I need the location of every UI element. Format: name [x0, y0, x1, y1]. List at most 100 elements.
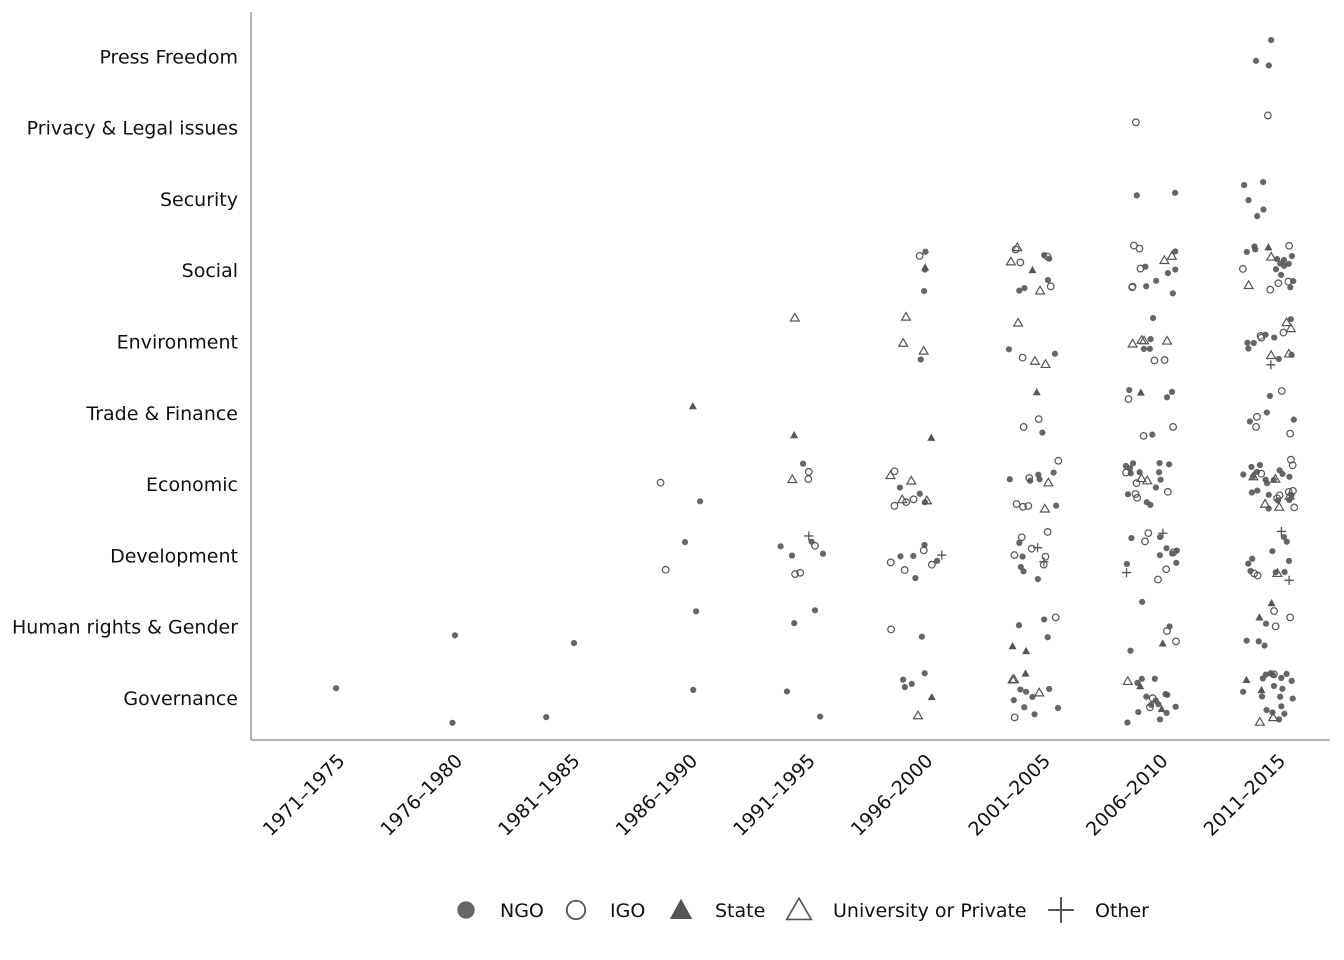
data-point-ngo [1151, 675, 1158, 682]
x-tick-label: 2006–2010 [1082, 750, 1173, 841]
data-point-igo [1141, 537, 1149, 546]
data-point-igo [1271, 622, 1280, 631]
data-point-igo [1025, 474, 1034, 482]
data-point-ngo [1252, 57, 1260, 64]
data-point-ngo [1143, 283, 1150, 290]
data-point-ngo [1135, 708, 1142, 716]
data-point-ngo [922, 248, 929, 255]
data-point-ngo [811, 607, 819, 614]
legend-label: NGO [500, 900, 544, 922]
y-tick-label: Economic [146, 474, 238, 496]
data-point-ngo [910, 552, 917, 560]
y-tick-label: Press Freedom [99, 46, 238, 68]
data-point-ngo [1272, 266, 1280, 273]
data-point-ngo [1152, 484, 1160, 491]
data-point-other [804, 531, 814, 541]
data-point-ngo [1156, 459, 1163, 467]
data-point-university [1259, 498, 1271, 508]
data-point-ngo [1247, 567, 1254, 575]
data-point-igo [1163, 487, 1172, 496]
data-point-ngo [777, 543, 784, 550]
y-tick-label: Governance [123, 688, 238, 710]
data-point-ngo [1263, 480, 1271, 487]
data-point-state [1136, 388, 1145, 396]
y-axis-labels: Governance Human rights & Gender Developme… [12, 46, 238, 710]
data-point-university [885, 469, 896, 480]
data-point-ngo [1166, 461, 1173, 468]
data-point-university [1042, 477, 1054, 487]
data-point-ngo [1053, 502, 1060, 509]
data-point-ngo [1044, 634, 1051, 641]
data-point-ngo [1254, 487, 1261, 494]
data-point-igo [1154, 575, 1162, 584]
data-point-igo [1275, 491, 1284, 500]
data-point-university [905, 475, 917, 485]
data-point-ngo [1265, 62, 1272, 69]
data-point-ngo [1010, 697, 1017, 704]
data-point-ngo [921, 670, 928, 677]
x-tick-label: 1996–2000 [847, 750, 938, 841]
data-point-ngo [1162, 691, 1169, 698]
data-point-igo [1041, 552, 1050, 561]
data-point-igo [811, 541, 819, 550]
data-point-ngo [1133, 192, 1140, 199]
data-point-university [1012, 317, 1024, 327]
data-point-ngo [1259, 675, 1266, 682]
data-point-ngo [916, 490, 923, 497]
data-point-igo [1290, 503, 1299, 512]
data-point-university [1005, 256, 1017, 266]
data-point-igo [1034, 415, 1043, 423]
data-point-igo [1139, 431, 1148, 440]
data-point-igo [1277, 387, 1286, 395]
x-axis-labels: 1971–1975 1976–1980 1981–1985 1986–1990 1991… [259, 750, 1290, 841]
data-point-igo [1019, 423, 1028, 431]
data-point-university [786, 473, 798, 484]
data-point-other [1266, 360, 1276, 370]
data-point-state [1255, 613, 1264, 621]
data-point-state [1028, 265, 1037, 274]
data-point-igo [919, 546, 928, 555]
data-point-igo [1144, 529, 1153, 538]
x-tick-label: 1986–1990 [612, 750, 703, 841]
data-point-ngo [681, 538, 689, 546]
data-point-ngo [1153, 277, 1160, 284]
data-point-university [1247, 470, 1259, 481]
data-point-ngo [1278, 674, 1285, 682]
data-point-ngo [1281, 262, 1288, 269]
data-point-igo [1010, 551, 1019, 559]
data-point-igo [1132, 479, 1141, 488]
data-point-igo [1286, 429, 1295, 438]
data-point-ngo [1156, 716, 1164, 723]
data-point-ngo [1260, 178, 1267, 186]
data-point-state [927, 433, 936, 441]
data-point-ngo [1143, 693, 1150, 700]
data-point-ngo [1287, 316, 1294, 323]
data-point-ngo [1163, 545, 1170, 552]
data-point-ngo [1288, 252, 1296, 260]
data-point-ngo [1005, 346, 1013, 353]
data-point-igo [1128, 282, 1137, 291]
data-point-state [927, 692, 936, 701]
data-point-ngo [1051, 350, 1059, 357]
data-point-igo [1270, 670, 1278, 679]
data-point-igo [656, 478, 665, 487]
data-point-igo [1252, 422, 1260, 431]
data-point-igo [1043, 528, 1052, 536]
data-point-ngo [1016, 539, 1023, 546]
data-point-university [1011, 241, 1023, 252]
y-tick-label: Development [110, 545, 238, 567]
data-point-ngo [901, 683, 908, 691]
data-point-ngo [1241, 181, 1248, 189]
x-tick-label: 1981–1985 [494, 750, 585, 841]
data-point-ngo [1155, 469, 1163, 476]
legend-key-igo [565, 899, 587, 921]
data-point-state [1008, 642, 1017, 650]
data-point-ngo [1173, 559, 1180, 566]
data-point-ngo [1017, 686, 1024, 693]
y-tick-label: Social [182, 260, 238, 282]
legend-key-state [669, 898, 693, 919]
data-point-other [1033, 543, 1043, 553]
data-point-igo [1160, 356, 1169, 364]
data-point-ngo [1283, 670, 1290, 678]
data-point-ngo [1156, 552, 1163, 559]
